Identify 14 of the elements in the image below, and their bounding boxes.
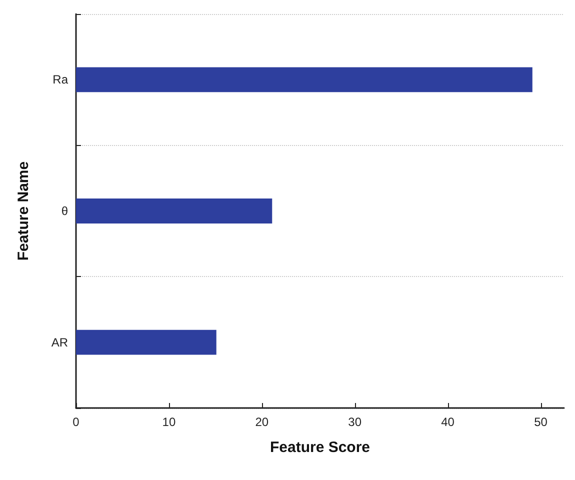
y-tick-label: θ [61,204,68,218]
x-tick-label: 30 [348,415,362,429]
x-tick-label: 20 [255,415,269,429]
y-tick-label: Ra [52,72,68,87]
bar [76,67,532,92]
x-tick-label: 50 [534,415,548,429]
x-tick-label: 10 [162,415,176,429]
y-tick-label: AR [51,335,68,350]
bar [76,198,272,224]
bar [76,330,216,355]
y-axis-title: Feature Name [15,161,32,261]
x-tick-label: 0 [72,415,80,429]
x-tick-label: 40 [441,415,455,429]
x-axis-title: Feature Score [270,439,370,456]
